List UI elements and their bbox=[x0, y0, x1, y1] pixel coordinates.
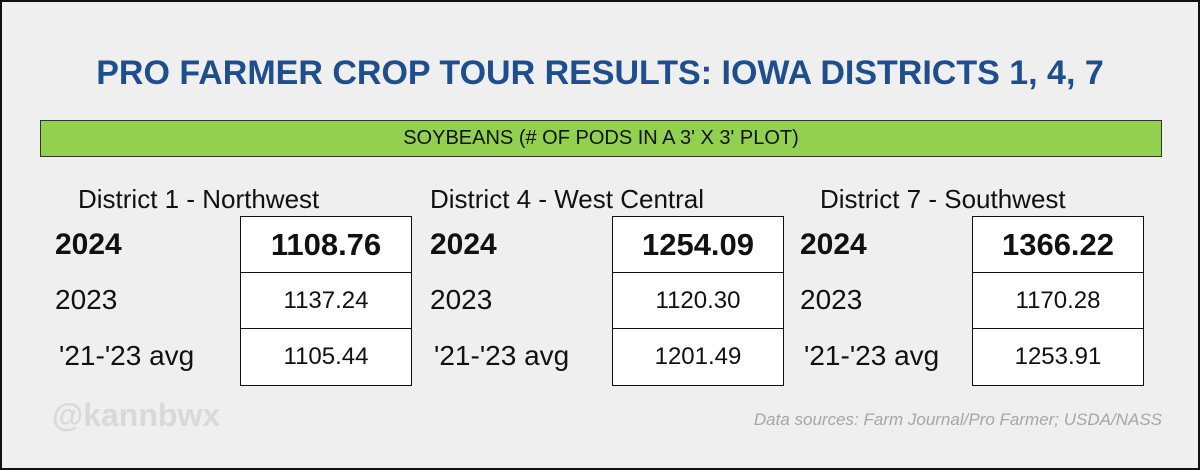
value-cell: 1254.09 bbox=[612, 216, 784, 274]
source-note: Data sources: Farm Journal/Pro Farmer; U… bbox=[753, 410, 1162, 429]
value-cell: 1108.76 bbox=[240, 216, 412, 274]
row-label: '21-'23 avg bbox=[804, 340, 940, 371]
value-cell: 1120.30 bbox=[612, 272, 784, 330]
row-label: '21-'23 avg bbox=[434, 340, 570, 371]
row-label: 2023 bbox=[430, 284, 493, 315]
row-label: '21-'23 avg bbox=[59, 340, 195, 371]
district-name: District 1 - Northwest bbox=[78, 184, 320, 214]
value-cell: 1366.22 bbox=[972, 216, 1144, 274]
watermark: @kannbwx bbox=[52, 397, 221, 433]
row-label: 2024 bbox=[800, 228, 867, 261]
row-label: 2024 bbox=[430, 228, 497, 261]
value-cell: 1253.91 bbox=[972, 328, 1144, 386]
subtitle-banner: SOYBEANS (# OF PODS IN A 3' X 3' PLOT) bbox=[40, 120, 1162, 157]
district-name: District 7 - Southwest bbox=[820, 184, 1066, 214]
title: PRO FARMER CROP TOUR RESULTS: IOWA DISTR… bbox=[96, 54, 1104, 92]
value-cell: 1137.24 bbox=[240, 272, 412, 330]
value-cell: 1170.28 bbox=[972, 272, 1144, 330]
row-label: 2024 bbox=[55, 228, 122, 261]
value-cell: 1201.49 bbox=[612, 328, 784, 386]
district-name: District 4 - West Central bbox=[430, 184, 705, 214]
value-cell: 1105.44 bbox=[240, 328, 412, 386]
row-label: 2023 bbox=[800, 284, 863, 315]
row-label: 2023 bbox=[55, 284, 118, 315]
